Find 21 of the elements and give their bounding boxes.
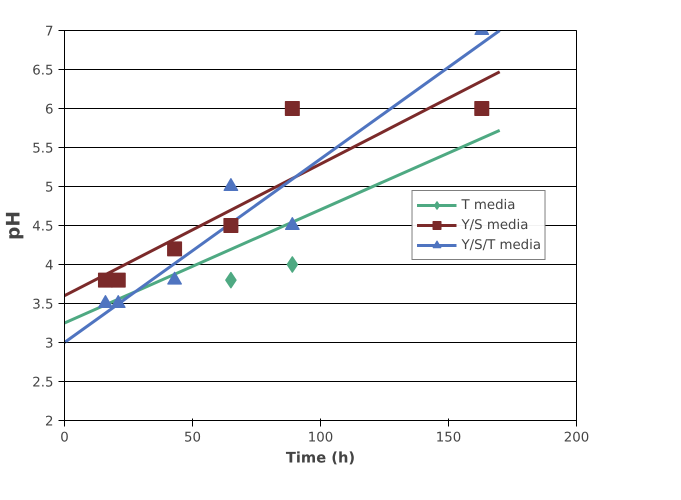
legend-label: Y/S/T media	[462, 238, 541, 252]
x-axis-title: Time (h)	[286, 450, 356, 466]
y-tick-label: 6	[45, 102, 54, 118]
x-tick-label: 200	[564, 430, 590, 446]
y-tick-label: 5	[45, 180, 54, 196]
legend-label: Y/S media	[462, 218, 528, 232]
y-axis-title: pH	[3, 211, 24, 240]
y-tick-label: 4.5	[32, 220, 54, 234]
x-tick-label: 50	[184, 430, 201, 446]
y-tick-label: 7	[45, 24, 54, 40]
y-tick-label: 5.5	[32, 142, 54, 156]
legend-label: T media	[462, 198, 516, 212]
y-tick-label: 4	[45, 258, 54, 274]
x-tick-label: 0	[60, 430, 69, 446]
y-tick-label: 3.5	[32, 298, 54, 312]
x-tick-label: 150	[436, 430, 462, 446]
y-tick-label: 3	[45, 336, 54, 352]
y-tick-label: 6.5	[32, 64, 54, 78]
x-tick-label: 100	[308, 430, 334, 446]
y-tick-label: 2.5	[32, 376, 54, 390]
y-tick-label: 2	[45, 414, 54, 430]
